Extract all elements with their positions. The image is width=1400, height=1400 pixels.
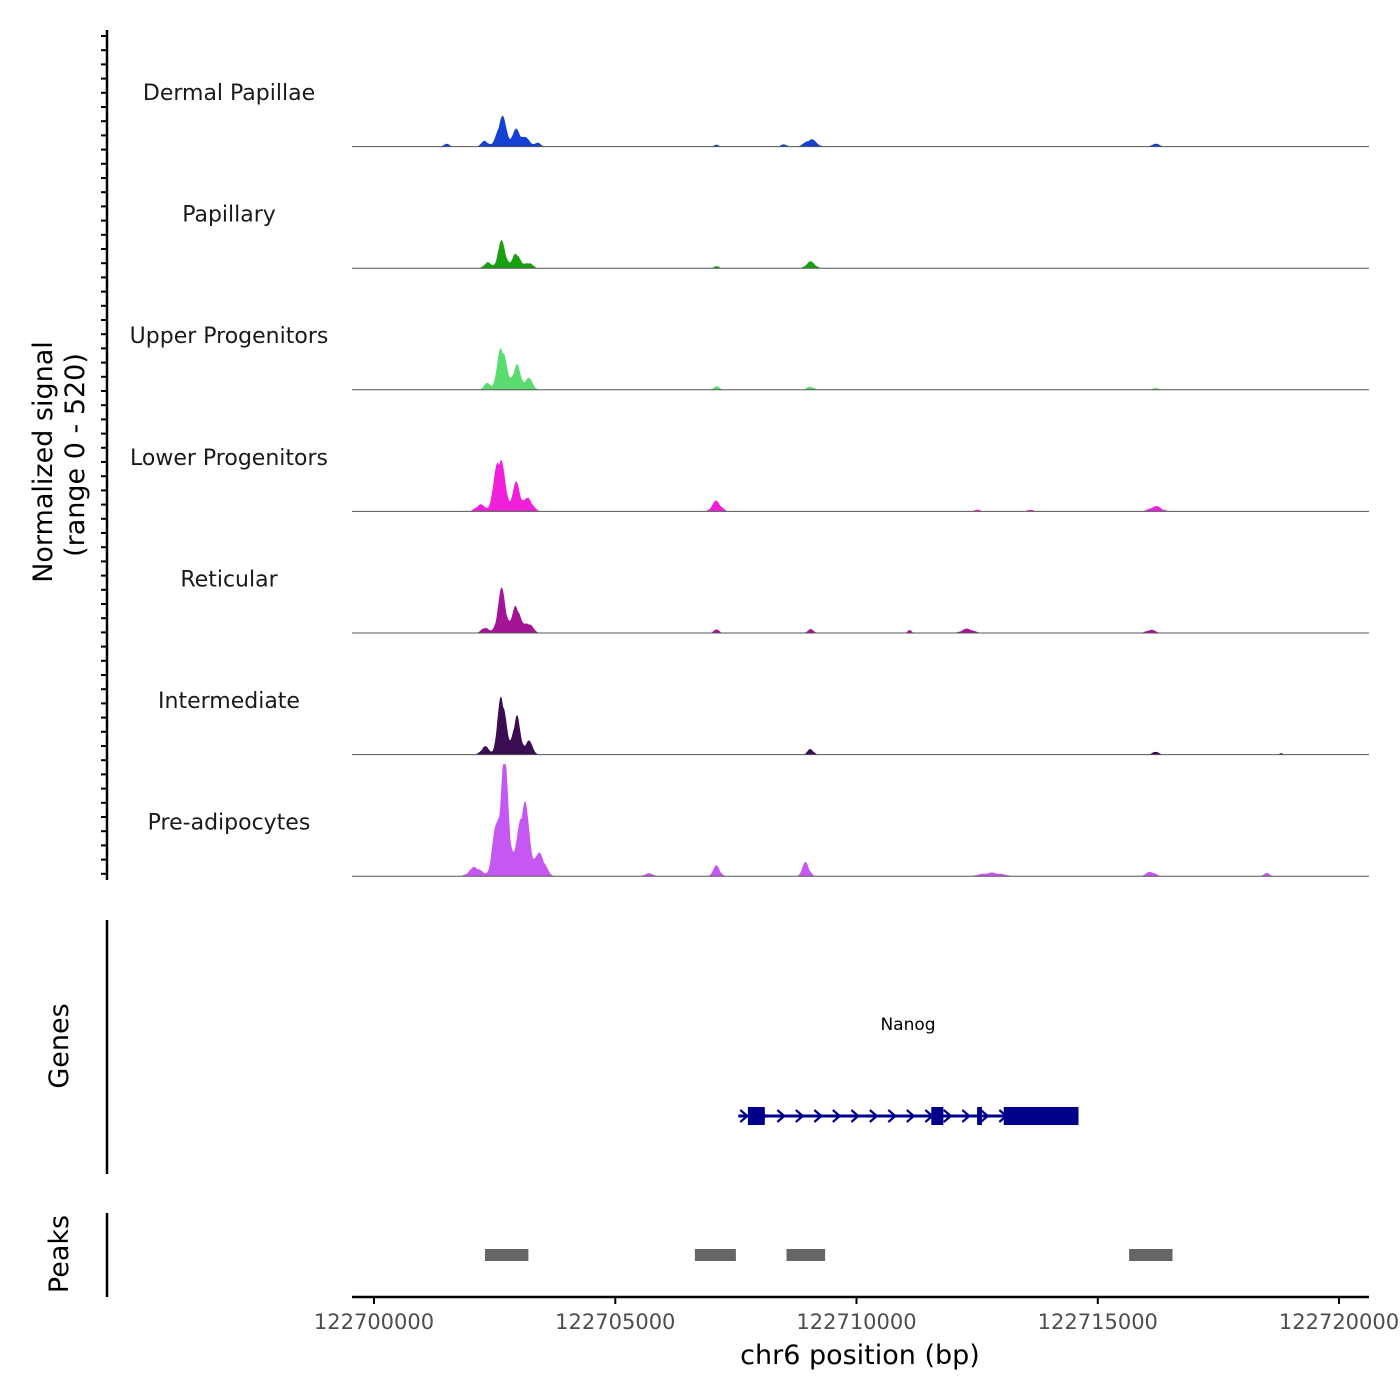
track-label: Upper Progenitors [130,324,329,349]
gene-model: Nanog [738,1015,1079,1125]
strand-arrow [980,1109,990,1123]
gene-exon [747,1107,765,1125]
coverage-area [354,460,1368,512]
x-tick-label: 122705000 [555,1310,675,1334]
track-label: Lower Progenitors [130,446,328,471]
coverage-track-7: Pre-adipocytes [148,764,1369,877]
coverage-track-3: Upper Progenitors [130,324,1369,391]
peak-region [694,1249,736,1261]
peak-track [485,1249,1173,1261]
peaks-track-title: Peaks [44,1215,75,1293]
track-label: Pre-adipocytes [148,811,311,836]
gene-track: Nanog [738,1015,1079,1125]
strand-arrow [943,1109,953,1123]
coverage-area [354,240,1368,269]
peak-region [1129,1249,1173,1261]
strand-arrow [832,1109,842,1123]
track-label: Dermal Papillae [143,81,315,106]
coverage-track-5: Reticular [180,567,1369,634]
genes-track-title: Genes [44,1003,75,1088]
strand-arrow [776,1109,786,1123]
x-tick-label: 122710000 [796,1310,916,1334]
x-axis-title: chr6 position (bp) [740,1340,980,1371]
x-tick-label: 122700000 [314,1310,434,1334]
track-label: Papillary [182,203,276,228]
coverage-area [354,115,1368,147]
strand-arrow [850,1109,860,1123]
gene-exon [1003,1107,1079,1125]
coverage-area [354,587,1368,633]
strand-arrow [869,1109,879,1123]
track-label: Intermediate [158,689,300,714]
strand-arrow [906,1109,916,1123]
coverage-tracks: Dermal Papillae Papillary Upper Progenitor… [130,81,1369,877]
coverage-track-2: Papillary [182,203,1369,269]
coverage-area [354,764,1368,877]
peak-region [786,1249,826,1261]
gene-name-label: Nanog [880,1015,935,1035]
strand-arrow [887,1109,897,1123]
coverage-track-1: Dermal Papillae [143,81,1369,148]
track-label: Reticular [180,567,278,592]
gene-exon [977,1107,982,1125]
strand-arrow [813,1109,823,1123]
peak-region [485,1249,529,1261]
coverage-track-6: Intermediate [158,689,1369,756]
strand-arrow [961,1109,971,1123]
x-tick-label: 122720000 [1279,1310,1399,1334]
coverage-area [354,348,1368,390]
strand-arrow [739,1109,749,1123]
x-axis: 122700000 122705000 122710000 122715000 1227… [314,1295,1399,1334]
y-axis-title-line-2: (range 0 - 520) [60,353,91,557]
coverage-track-4: Lower Progenitors [130,446,1369,512]
y-axis [101,30,109,880]
y-axis-title-line-1: Normalized signal [28,341,59,583]
coverage-area [354,696,1368,755]
x-tick-label: 122715000 [1038,1310,1158,1334]
strand-arrow [795,1109,805,1123]
gene-exon [931,1107,944,1125]
